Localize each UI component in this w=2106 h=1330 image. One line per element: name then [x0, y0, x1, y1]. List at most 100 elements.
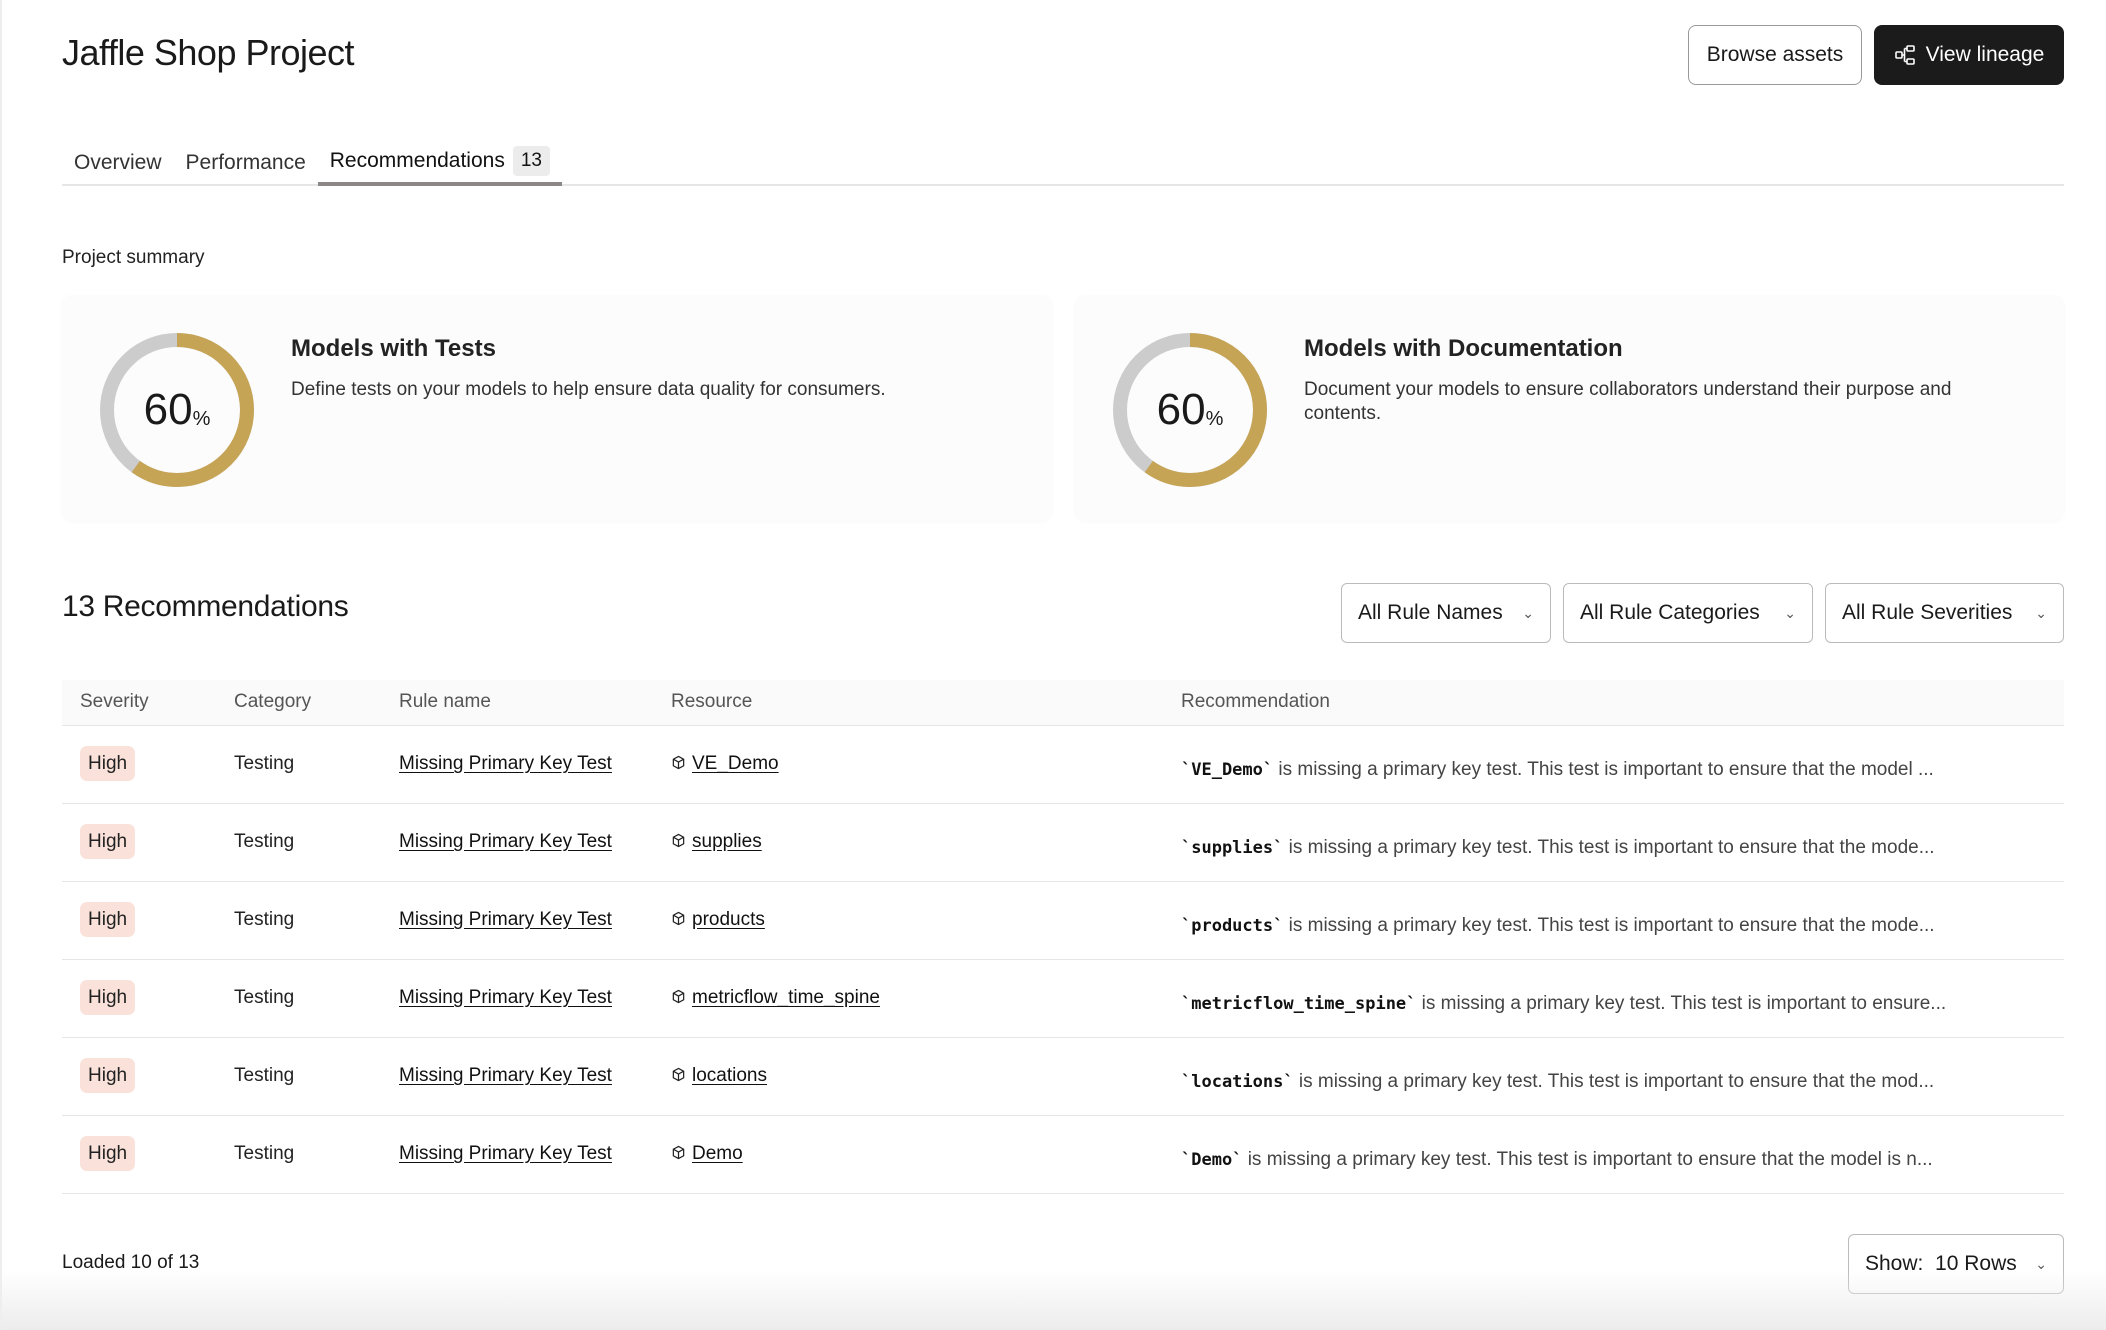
rule-name-link[interactable]: Missing Primary Key Test [399, 909, 612, 930]
rule-name-link[interactable]: Missing Primary Key Test [399, 987, 612, 1008]
summary-card-documentation: 60% Models with Documentation Document y… [1075, 296, 2064, 522]
filter-label: All Rule Severities [1842, 601, 2013, 624]
recommendation-text: is missing a primary key test. This test… [1293, 1071, 1935, 1092]
model-cube-icon [671, 754, 686, 775]
resource-link[interactable]: locations [692, 1064, 767, 1086]
severity-cell: High [62, 959, 234, 1038]
table-row: High Testing Missing Primary Key Test VE… [62, 725, 2064, 804]
resource-cell: Demo [671, 1115, 1181, 1194]
severity-badge: High [80, 1058, 136, 1093]
tab-label: Overview [74, 151, 162, 174]
lineage-icon [1894, 45, 1915, 65]
rule-name-cell: Missing Primary Key Test [399, 803, 671, 882]
recommendation-cell: `supplies` is missing a primary key test… [1181, 803, 2064, 882]
percent-value: 60% [143, 385, 211, 434]
severity-badge: High [80, 902, 136, 937]
column-header-category[interactable]: Category [234, 680, 399, 726]
page-title: Jaffle Shop Project [62, 32, 355, 73]
severity-badge: High [80, 824, 136, 859]
filter-label: All Rule Names [1358, 601, 1503, 624]
column-header-recommendation[interactable]: Recommendation [1181, 680, 2064, 726]
bottom-fade [2, 1270, 2106, 1330]
browse-assets-button[interactable]: Browse assets [1688, 25, 1862, 85]
rule-name-link[interactable]: Missing Primary Key Test [399, 753, 612, 774]
table-row: High Testing Missing Primary Key Test me… [62, 959, 2064, 1038]
resource-link[interactable]: products [692, 908, 765, 930]
resource-code: `locations` [1181, 1072, 1294, 1092]
table-row: High Testing Missing Primary Key Test pr… [62, 881, 2064, 960]
resource-cell: locations [671, 1037, 1181, 1116]
category-cell: Testing [234, 959, 399, 1038]
recommendation-cell: `locations` is missing a primary key tes… [1181, 1037, 2064, 1116]
resource-link[interactable]: VE_Demo [692, 752, 779, 774]
rows-per-page-select[interactable]: Show: 10 Rows ⌄ [1848, 1234, 2064, 1294]
column-header-resource[interactable]: Resource [671, 680, 1181, 726]
rule-names-filter[interactable]: All Rule Names ⌄ [1341, 583, 1551, 643]
severity-badge: High [80, 1136, 136, 1171]
filter-label: All Rule Categories [1580, 601, 1760, 624]
resource-code: `VE_Demo` [1181, 760, 1274, 780]
rule-name-cell: Missing Primary Key Test [399, 725, 671, 804]
resource-link[interactable]: Demo [692, 1142, 743, 1164]
recommendation-cell: `products` is missing a primary key test… [1181, 881, 2064, 960]
chevron-down-icon: ⌄ [2035, 604, 2047, 621]
category-cell: Testing [234, 1115, 399, 1194]
column-header-rule-name[interactable]: Rule name [399, 680, 671, 726]
tab-performance[interactable]: Performance [174, 140, 318, 186]
card-title: Models with Documentation [1304, 335, 1623, 362]
view-lineage-button[interactable]: View lineage [1874, 25, 2064, 85]
tab-bar: Overview Performance Recommendations 13 [62, 140, 2064, 186]
progress-donut [1113, 333, 1267, 487]
resource-code: `Demo` [1181, 1150, 1243, 1170]
progress-donut [100, 333, 254, 487]
resource-cell: supplies [671, 803, 1181, 882]
chevron-down-icon: ⌄ [2035, 1255, 2047, 1272]
table-row: High Testing Missing Primary Key Test lo… [62, 1037, 2064, 1116]
percent-value: 60% [1156, 385, 1224, 434]
rule-name-link[interactable]: Missing Primary Key Test [399, 831, 612, 852]
recommendation-text: is missing a primary key test. This test… [1273, 759, 1934, 780]
section-heading: Project summary [62, 247, 205, 268]
category-cell: Testing [234, 1037, 399, 1116]
category-cell: Testing [234, 725, 399, 804]
severity-badge: High [80, 980, 136, 1015]
severity-cell: High [62, 1115, 234, 1194]
table-header-row: Severity Category Rule name Resource Rec… [62, 680, 2064, 726]
card-description: Document your models to ensure collabora… [1304, 379, 1952, 424]
rule-name-link[interactable]: Missing Primary Key Test [399, 1143, 612, 1164]
loaded-count: Loaded 10 of 13 [62, 1252, 200, 1273]
column-header-severity[interactable]: Severity [62, 680, 234, 726]
recommendations-table: Severity Category Rule name Resource Rec… [62, 680, 2064, 1194]
chevron-down-icon: ⌄ [1522, 604, 1534, 621]
resource-link[interactable]: supplies [692, 830, 762, 852]
donut-fill [1113, 333, 1267, 487]
table-row: High Testing Missing Primary Key Test De… [62, 1115, 2064, 1194]
recommendation-cell: `VE_Demo` is missing a primary key test.… [1181, 725, 2064, 804]
resource-cell: metricflow_time_spine [671, 959, 1181, 1038]
severity-cell: High [62, 881, 234, 960]
model-cube-icon [671, 1066, 686, 1087]
model-cube-icon [671, 1144, 686, 1165]
donut-fill [100, 333, 254, 487]
recommendation-text: is missing a primary key test. This test… [1242, 1149, 1933, 1170]
rule-categories-filter[interactable]: All Rule Categories ⌄ [1563, 583, 1813, 643]
rule-name-cell: Missing Primary Key Test [399, 1037, 671, 1116]
category-cell: Testing [234, 803, 399, 882]
tab-label: Recommendations [329, 149, 505, 172]
recommendation-text: is missing a primary key test. This test… [1416, 993, 1947, 1014]
recommendation-cell: `metricflow_time_spine` is missing a pri… [1181, 959, 2064, 1038]
tab-overview[interactable]: Overview [62, 140, 174, 186]
resource-code: `products` [1181, 916, 1284, 936]
resource-code: `supplies` [1181, 838, 1284, 858]
tab-recommendations[interactable]: Recommendations 13 [317, 140, 562, 186]
resource-link[interactable]: metricflow_time_spine [692, 986, 880, 1008]
view-lineage-label: View lineage [1925, 43, 2045, 66]
chevron-down-icon: ⌄ [1784, 604, 1796, 621]
card-title: Models with Tests [291, 335, 496, 362]
recommendation-text: is missing a primary key test. This test… [1283, 915, 1935, 936]
rule-name-link[interactable]: Missing Primary Key Test [399, 1065, 612, 1086]
tab-label: Performance [185, 151, 306, 174]
rule-severities-filter[interactable]: All Rule Severities ⌄ [1825, 583, 2064, 643]
model-cube-icon [671, 832, 686, 853]
rule-name-cell: Missing Primary Key Test [399, 881, 671, 960]
